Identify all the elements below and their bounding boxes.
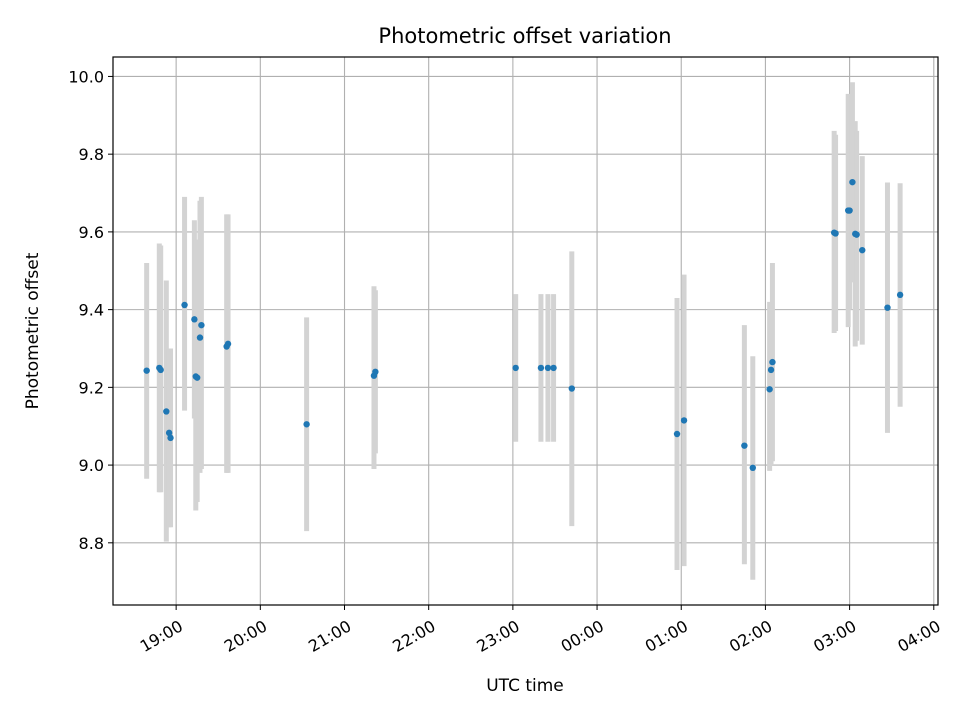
data-point [749,464,756,472]
data-point [372,368,379,376]
data-point [849,178,856,186]
data-point [550,364,557,372]
y-tick-label: 8.8 [79,534,104,553]
data-point [198,321,205,329]
y-tick-label: 10.0 [68,67,104,86]
y-tick-label: 9.0 [79,456,104,475]
data-point [196,334,204,341]
data-point [157,366,164,374]
data-point [673,430,681,438]
data-point [832,230,839,237]
data-point [303,421,310,428]
data-point [884,304,891,311]
grid-lines [113,57,938,605]
data-point [568,385,576,392]
y-tick-label: 9.2 [79,378,104,397]
data-point [163,408,170,415]
data-point [191,316,198,323]
data-point [143,367,150,374]
x-axis-label: UTC time [486,676,564,696]
data-point [167,434,174,442]
data-point [766,386,773,393]
data-point [896,291,904,299]
data-point [193,374,201,381]
y-tick-label: 9.6 [79,223,104,242]
data-point [537,364,545,372]
y-axis-ticks: 8.8 9.0 9.2 9.4 9.6 9.8 10.0 [68,67,113,553]
y-axis-label: Photometric offset [23,252,43,409]
data-point [741,442,748,449]
data-point [181,301,188,309]
data-point [853,231,860,238]
data-point [680,417,688,424]
y-tick-label: 9.4 [79,301,104,320]
chart-title: Photometric offset variation [378,24,671,48]
data-point [859,246,866,254]
data-point [224,340,232,348]
data-point [165,429,173,437]
data-points [143,178,904,472]
plot-frame [112,56,939,606]
data-point [767,366,775,374]
data-point [846,207,853,214]
data-point [769,358,776,366]
y-tick-label: 9.8 [79,145,104,164]
data-point [544,364,552,372]
data-point [512,364,519,372]
